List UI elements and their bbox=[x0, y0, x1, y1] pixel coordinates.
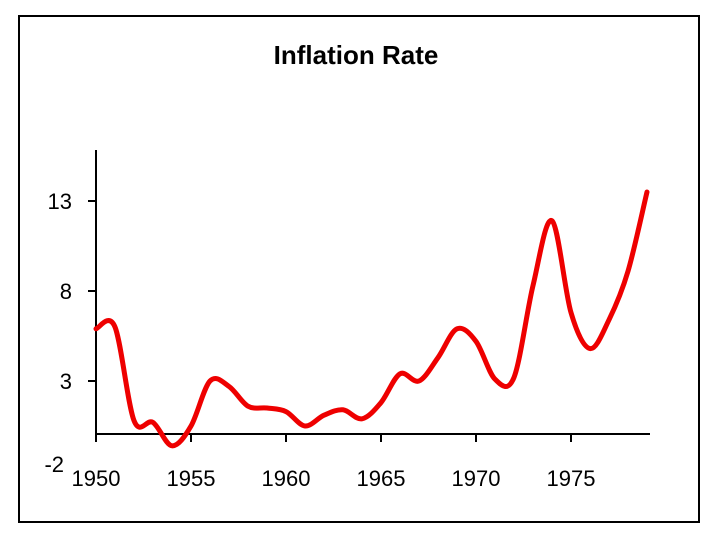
x-tick-label: 1955 bbox=[167, 466, 216, 491]
x-tick-label: 1970 bbox=[452, 466, 501, 491]
series-line bbox=[93, 189, 650, 449]
y-tick-label: 8 bbox=[60, 279, 72, 304]
y-tick-label: -2 bbox=[44, 452, 64, 477]
chart-title: Inflation Rate bbox=[274, 40, 439, 70]
y-tick-label: 13 bbox=[48, 189, 72, 214]
inflation-chart: Inflation Rate -2 3 8 13 1950 1955 1960 1965 197… bbox=[44, 40, 650, 491]
x-tick-label: 1965 bbox=[357, 466, 406, 491]
y-tick-label: 3 bbox=[60, 369, 72, 394]
chart-frame: Inflation Rate -2 3 8 13 1950 1955 1960 1965 197… bbox=[18, 15, 700, 523]
x-tick-label: 1960 bbox=[262, 466, 311, 491]
x-tick-label: 1950 bbox=[72, 466, 121, 491]
tick-labels: -2 3 8 13 1950 1955 1960 1965 1970 1975 bbox=[44, 189, 595, 491]
x-tick-label: 1975 bbox=[547, 466, 596, 491]
